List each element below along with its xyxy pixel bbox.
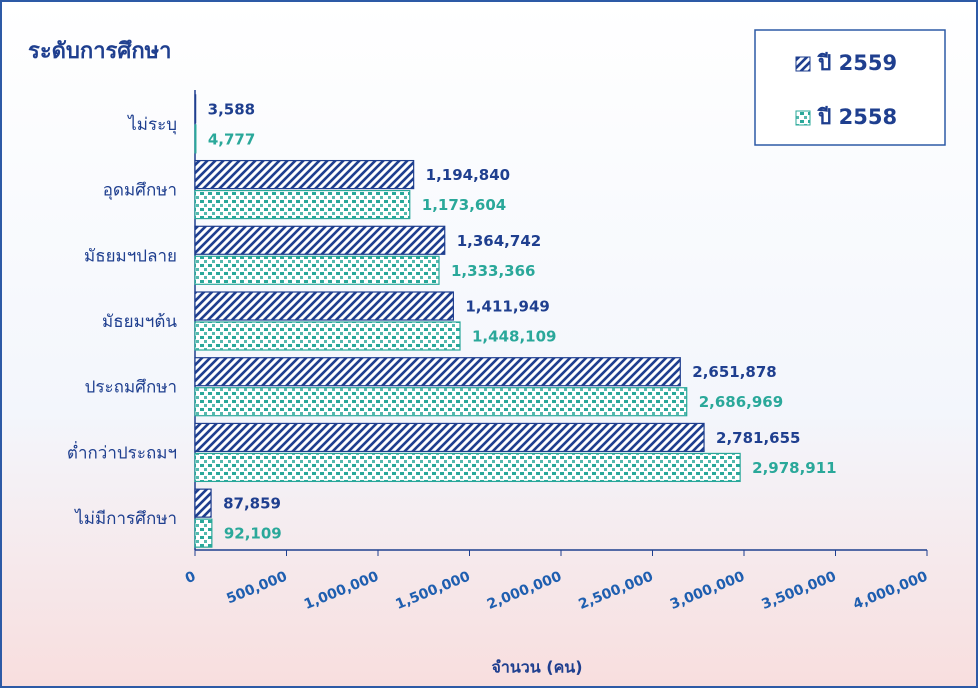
legend-swatch [795, 110, 811, 126]
data-label: 1,448,109 [472, 328, 556, 346]
data-label: 1,173,604 [422, 196, 506, 214]
x-axis-title: จำนวน (คน) [491, 658, 582, 677]
data-label: 4,777 [208, 130, 255, 148]
y-tick-label: ประถมศึกษา [85, 378, 177, 398]
data-label: 2,686,969 [699, 393, 783, 411]
legend-label: ปี 2558 [816, 105, 897, 129]
bar [194, 357, 681, 387]
y-tick-label: มัธยมฯปลาย [84, 246, 177, 266]
data-label: 3,588 [208, 100, 255, 118]
legend-swatch [795, 56, 811, 72]
bar [194, 452, 741, 483]
data-label: 87,859 [223, 495, 281, 513]
legend-box [754, 29, 946, 146]
y-tick-label: ต่ำกว่าประถมฯ [67, 440, 177, 463]
bar [194, 189, 411, 220]
y-tick-label: ไม่ระบุ [126, 114, 177, 135]
y-tick-label: อุดมศึกษา [103, 181, 177, 201]
bar [194, 387, 688, 417]
bar [194, 321, 461, 351]
y-tick-label: มัธยมฯต้น [102, 312, 177, 332]
legend-label: ปี 2559 [816, 51, 897, 75]
bar [194, 94, 197, 124]
data-label: 1,194,840 [426, 166, 510, 184]
bar [194, 518, 213, 548]
bar [194, 124, 197, 154]
bar [194, 488, 212, 518]
bar [194, 255, 440, 285]
bar [194, 159, 415, 190]
bar [194, 225, 446, 255]
data-label: 2,651,878 [692, 363, 776, 381]
data-label: 1,364,742 [457, 232, 541, 250]
data-label: 1,333,366 [451, 262, 535, 280]
chart-title: ระดับการศึกษา [28, 39, 172, 64]
bar [194, 422, 705, 453]
bar [194, 291, 454, 321]
data-label: 2,978,911 [752, 459, 836, 477]
data-label: 1,411,949 [465, 298, 549, 316]
data-label: 92,109 [224, 525, 282, 543]
y-tick-label: ไม่มีการศึกษา [73, 508, 177, 529]
data-label: 2,781,655 [716, 429, 800, 447]
